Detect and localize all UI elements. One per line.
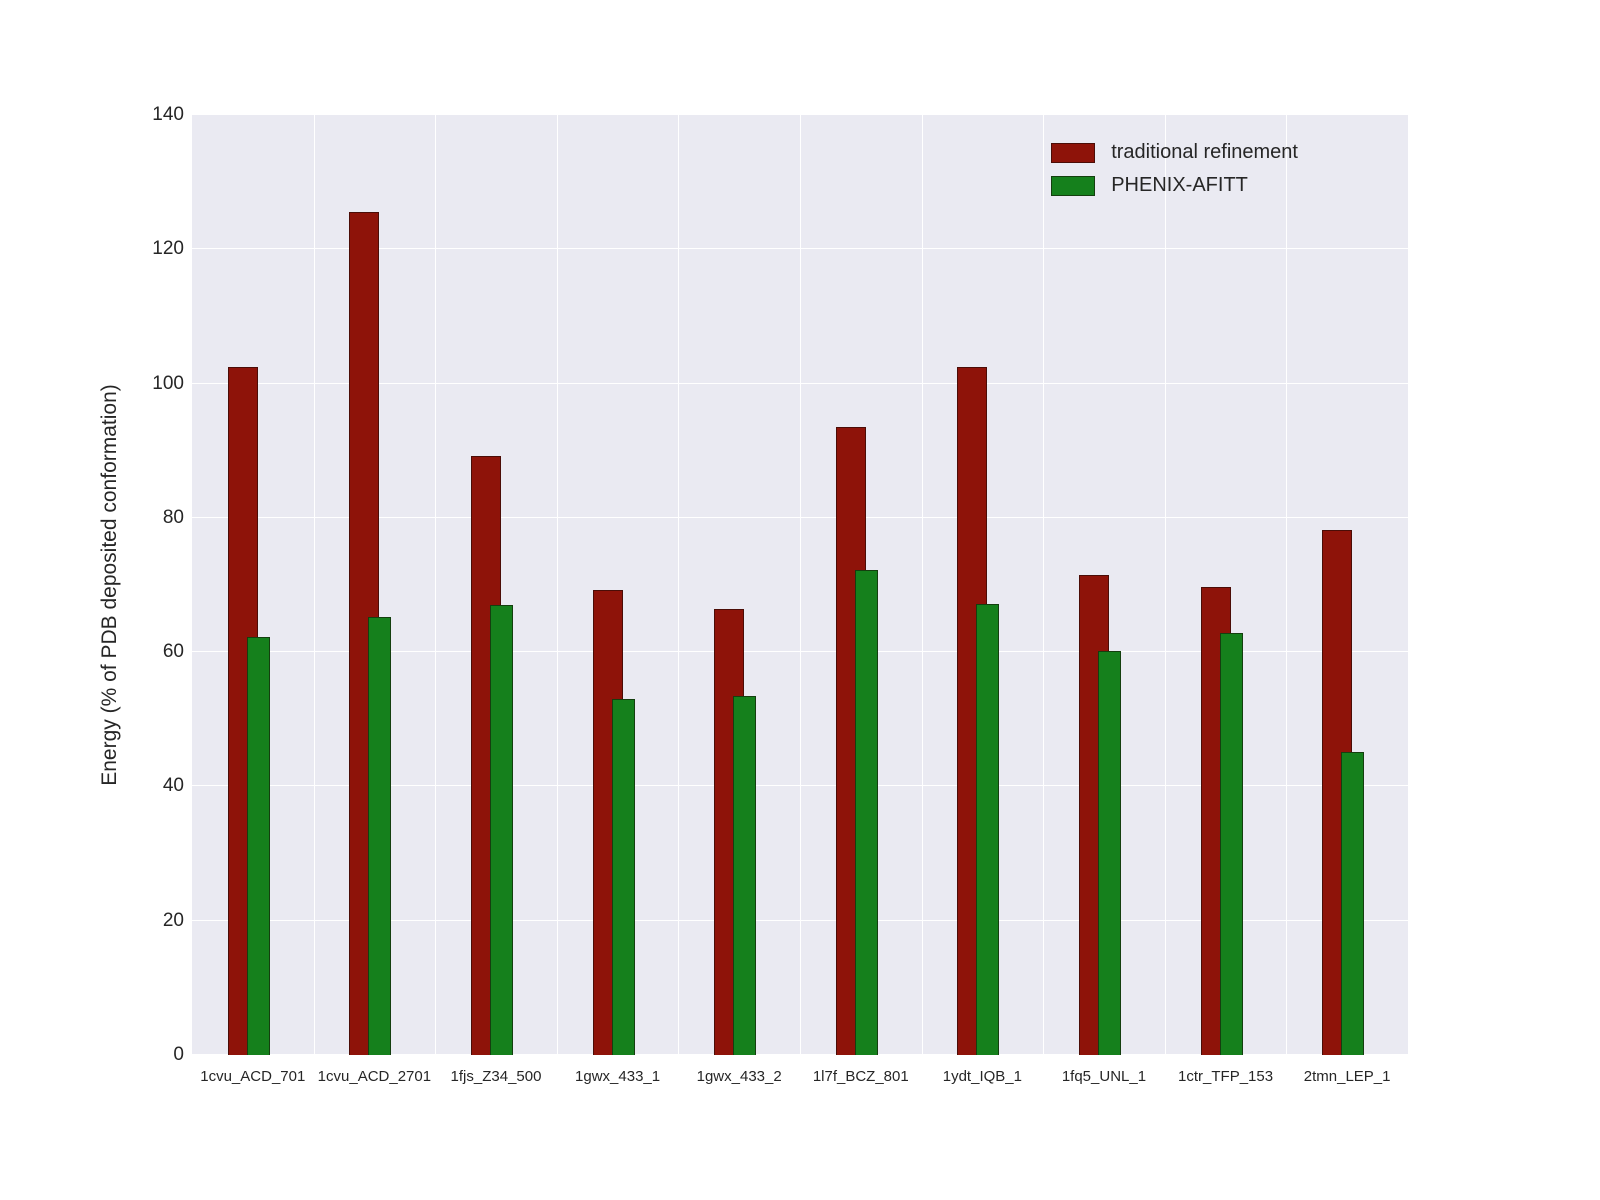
legend-swatch-icon: [1051, 175, 1096, 196]
legend-label: traditional refinement: [1111, 141, 1298, 163]
y-tick-label: 0: [173, 1044, 184, 1065]
bar-phenix-afitt: [1341, 751, 1365, 1055]
bar-phenix-afitt: [1097, 650, 1121, 1055]
x-tick-label: 2tmn_LEP_1: [1303, 1068, 1391, 1085]
gridline-vertical: [1043, 115, 1045, 1055]
bar-group: [192, 115, 314, 1055]
gridline-vertical: [1164, 115, 1166, 1055]
bar-group: [314, 115, 436, 1055]
bars-row: [192, 115, 1408, 1055]
x-tick-label: 1fq5_UNL_1: [1061, 1068, 1147, 1085]
bar-group: [678, 115, 800, 1055]
gridline-vertical: [678, 115, 680, 1055]
x-tick-label: 1ctr_TFP_153: [1178, 1068, 1274, 1085]
gridline-vertical: [556, 115, 558, 1055]
gridline-horizontal: [192, 114, 1408, 115]
bar-phenix-afitt: [246, 637, 270, 1055]
y-tick-label: 80: [162, 506, 184, 528]
x-tick-label: 1l7f_BCZ_801: [812, 1068, 909, 1085]
x-tick-label: 1gwx_433_1: [575, 1068, 661, 1085]
legend-entry: traditional refinement: [1051, 141, 1298, 164]
bar-phenix-afitt: [611, 699, 635, 1055]
bar-group: [1286, 115, 1408, 1055]
x-tick-label: 1fjs_Z34_500: [450, 1068, 542, 1085]
x-tick-label: 1gwx_433_2: [696, 1068, 782, 1085]
gridline-vertical: [921, 115, 923, 1055]
bar-group: [922, 115, 1044, 1055]
y-tick-label: 20: [162, 909, 184, 931]
bar-group: [435, 115, 557, 1055]
x-tick-label: 1cvu_ACD_701: [200, 1068, 306, 1085]
legend: traditional refinement PHENIX-AFITT: [1041, 133, 1308, 205]
y-tick-label: 100: [152, 372, 184, 394]
legend-entry: PHENIX-AFITT: [1051, 174, 1298, 197]
y-tick-label: 140: [152, 104, 184, 125]
y-tick-label: 60: [162, 641, 184, 663]
bar-group: [1165, 115, 1287, 1055]
x-axis-tick-labels: 1cvu_ACD_701 1cvu_ACD_2701 1fjs_Z34_500 1gw…: [192, 1068, 1408, 1085]
bar-phenix-afitt: [854, 569, 878, 1055]
gridline-vertical: [435, 115, 437, 1055]
y-tick-label: 40: [162, 775, 184, 797]
legend-label: PHENIX-AFITT: [1111, 174, 1248, 196]
y-tick-label: 120: [152, 238, 184, 260]
bar-phenix-afitt: [489, 605, 513, 1055]
bar-group: [557, 115, 679, 1055]
bar-phenix-afitt: [1219, 633, 1243, 1055]
plot-area: traditional refinement PHENIX-AFITT: [192, 114, 1408, 1055]
x-tick-label: 1cvu_ACD_2701: [317, 1068, 432, 1085]
bar-phenix-afitt: [976, 603, 1000, 1055]
x-tick-label: 1ydt_IQB_1: [942, 1068, 1022, 1085]
y-axis-tick-labels: 0 20 40 60 80 100 120 140: [0, 104, 184, 1065]
bar-phenix-afitt: [368, 617, 392, 1055]
gridline-vertical: [1286, 115, 1288, 1055]
gridline-vertical: [313, 115, 315, 1055]
gridline-vertical: [800, 115, 801, 1055]
bar-group: [800, 115, 922, 1055]
bar-group: [1043, 115, 1165, 1055]
legend-swatch-icon: [1051, 142, 1096, 163]
bar-phenix-afitt: [733, 695, 757, 1055]
